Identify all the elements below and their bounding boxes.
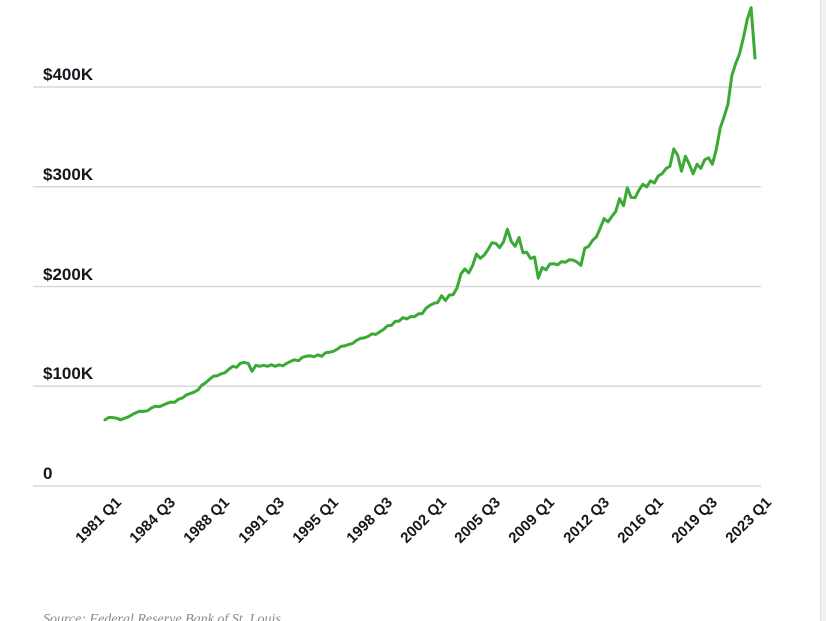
scrollbar-track[interactable] <box>820 0 826 621</box>
y-axis-label: $300K <box>43 164 94 184</box>
y-axis-label: $400K <box>43 65 94 84</box>
median-price-line <box>103 6 757 422</box>
y-axis-label: 0 <box>43 464 53 483</box>
y-axis-label: $100K <box>43 364 94 384</box>
source-attribution: Source: Federal Reserve Bank of St. Loui… <box>43 612 281 621</box>
y-axis-label: $200K <box>43 264 94 284</box>
gridlines <box>33 86 761 487</box>
